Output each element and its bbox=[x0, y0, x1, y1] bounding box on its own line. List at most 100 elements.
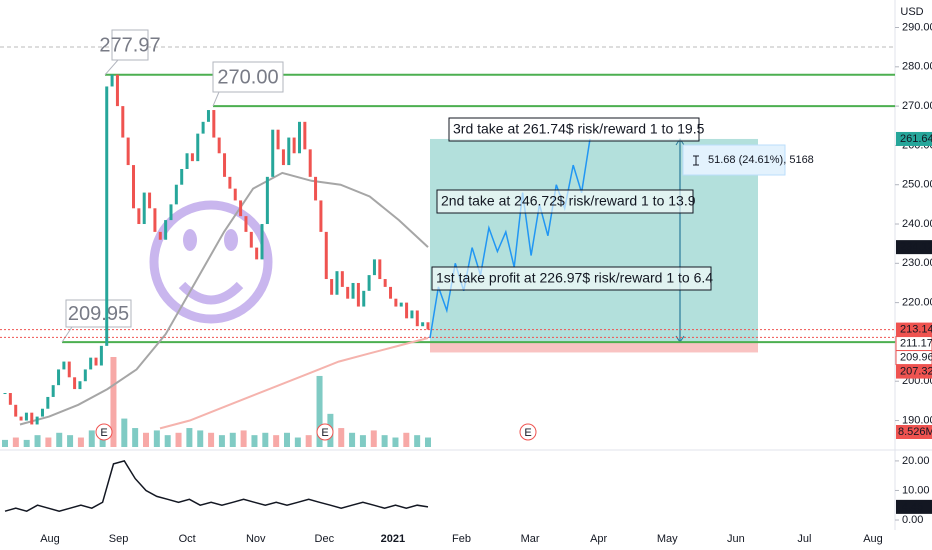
y-tick-label: 10.00 bbox=[902, 484, 930, 496]
volume-bar bbox=[110, 357, 117, 447]
candle-body bbox=[378, 259, 382, 280]
x-tick-label: Dec bbox=[315, 533, 335, 545]
volume-bar bbox=[23, 439, 30, 447]
y-tick-label: 220.00 bbox=[902, 297, 932, 309]
x-tick-label: Aug bbox=[40, 533, 60, 545]
volume-bar bbox=[316, 375, 323, 447]
volume-bar bbox=[403, 432, 410, 447]
volume-bar bbox=[197, 430, 204, 447]
candle-body bbox=[212, 110, 216, 138]
candle-body bbox=[196, 133, 200, 162]
indicator-last: 4.45 bbox=[902, 501, 923, 513]
smiley-eye bbox=[183, 229, 197, 251]
volume-bar bbox=[338, 428, 345, 447]
candle-body bbox=[314, 176, 318, 201]
annotation: 1st take profit at 226.97$ risk/reward 1… bbox=[436, 270, 713, 286]
candle-body bbox=[3, 393, 7, 395]
volume-bar bbox=[12, 437, 19, 447]
candle-body bbox=[142, 192, 146, 225]
candle-body bbox=[57, 369, 61, 386]
candle-body bbox=[415, 310, 419, 327]
price-badge-label: 211.17 bbox=[900, 337, 932, 349]
candle-body bbox=[62, 361, 66, 370]
candle-body bbox=[399, 302, 403, 307]
candle-body bbox=[223, 153, 227, 177]
candle-body bbox=[389, 286, 393, 299]
candle-body bbox=[35, 416, 39, 425]
candle-body bbox=[249, 231, 253, 248]
volume-bar bbox=[305, 435, 312, 447]
candle-body bbox=[83, 369, 87, 382]
volume-bar bbox=[143, 432, 149, 447]
currency: USD bbox=[900, 6, 923, 18]
price-badge bbox=[896, 364, 932, 379]
candle-body bbox=[153, 208, 157, 232]
candle-body bbox=[394, 298, 398, 307]
candle-body bbox=[110, 74, 114, 87]
volume-bar bbox=[273, 435, 280, 447]
volume-bar bbox=[175, 432, 182, 447]
x-tick-label: Sep bbox=[109, 533, 129, 545]
volume-bar bbox=[425, 437, 431, 447]
volume-bar bbox=[262, 432, 269, 447]
smiley-eye bbox=[224, 229, 238, 251]
volume-badge bbox=[896, 425, 932, 439]
candle-body bbox=[271, 129, 275, 177]
annotation-box bbox=[448, 117, 700, 142]
candle-body bbox=[94, 357, 98, 366]
annotation: 3rd take at 261.74$ risk/reward 1 to 19.… bbox=[453, 121, 705, 137]
candle-body bbox=[426, 322, 430, 330]
candle-body bbox=[276, 129, 280, 150]
candle-body bbox=[132, 165, 136, 209]
candle-body bbox=[40, 408, 44, 417]
price-badge-label: 209.96 bbox=[900, 351, 932, 363]
candle-body bbox=[137, 208, 141, 225]
candle-body bbox=[346, 286, 350, 299]
level-label: 270.00 bbox=[217, 66, 278, 88]
level-box bbox=[65, 299, 132, 328]
annotation-box bbox=[436, 189, 694, 214]
candle-body bbox=[410, 310, 414, 319]
candle-body bbox=[115, 74, 119, 107]
candle-body bbox=[89, 357, 93, 370]
candle-body bbox=[335, 271, 339, 295]
moving-average bbox=[159, 337, 429, 430]
candle-body bbox=[303, 121, 307, 150]
candle-body bbox=[244, 216, 248, 232]
candle-body bbox=[421, 322, 425, 327]
candle-body bbox=[383, 279, 387, 287]
level-box bbox=[111, 29, 149, 61]
volume-bar bbox=[381, 435, 388, 447]
candle-body bbox=[340, 271, 344, 287]
x-tick-label: Jun bbox=[727, 533, 745, 545]
volume-bar bbox=[34, 435, 41, 447]
volume-bar bbox=[67, 435, 74, 447]
level-box bbox=[212, 61, 284, 93]
price-badge-label: 261.64 bbox=[900, 133, 932, 145]
candle-body bbox=[99, 345, 103, 366]
x-tick-label: Jul bbox=[797, 533, 811, 545]
candle-body bbox=[24, 412, 28, 421]
level-connector bbox=[104, 59, 119, 76]
annotation: 2nd take at 246.72$ risk/reward 1 to 13.… bbox=[441, 193, 696, 209]
candle-body bbox=[281, 149, 285, 166]
volume-bar bbox=[359, 435, 366, 447]
candle-body bbox=[260, 224, 264, 260]
candle-body bbox=[19, 416, 23, 421]
candle-body bbox=[174, 184, 178, 205]
candle-body bbox=[73, 377, 77, 390]
price-badge bbox=[896, 322, 932, 337]
candle-body bbox=[8, 393, 12, 405]
candle-body bbox=[201, 121, 205, 134]
candle-body bbox=[356, 282, 360, 307]
x-tick-label: Nov bbox=[246, 533, 266, 545]
volume-bar bbox=[284, 432, 290, 447]
volume-bar bbox=[240, 430, 247, 447]
indicator-badge bbox=[896, 499, 932, 514]
price-badge-label: 234.12 bbox=[900, 241, 932, 253]
price-badge-label: 213.14 bbox=[900, 323, 932, 335]
candle-body bbox=[67, 361, 71, 378]
candle-body bbox=[217, 137, 221, 154]
measure-icon bbox=[693, 155, 699, 166]
x-tick-label: 2021 bbox=[381, 533, 405, 545]
